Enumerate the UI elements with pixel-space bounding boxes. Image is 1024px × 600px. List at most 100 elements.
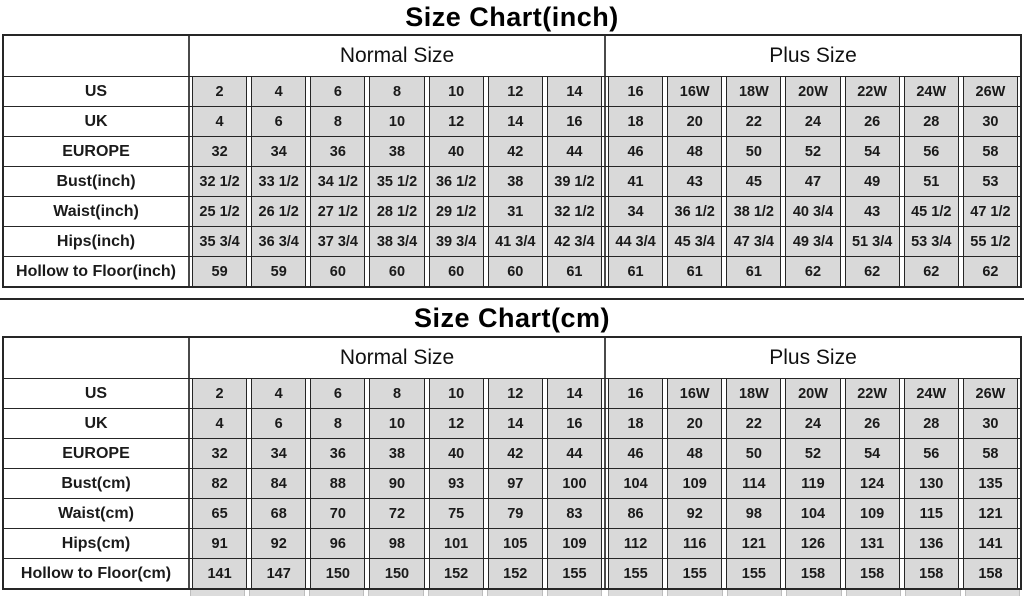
size-value-cell: 51 xyxy=(903,167,959,196)
size-value-cell: 98 xyxy=(726,499,782,528)
section-divider xyxy=(603,167,606,196)
size-value-cell: 92 xyxy=(667,499,723,528)
size-value-cell: 8 xyxy=(369,77,425,106)
table-row: US 2 4 6 8 10 12 14 16 16W 18W 20W 22W 24W 26W xyxy=(4,379,1020,409)
size-value-cell: 29 1/2 xyxy=(428,197,484,226)
size-value-cell: 22 xyxy=(726,107,782,136)
size-value-cell: 4 xyxy=(192,409,248,438)
size-value-cell: 12 xyxy=(428,107,484,136)
table-row: Waist(inch) 25 1/2 26 1/2 27 1/2 28 1/2 29 1/… xyxy=(4,197,1020,227)
size-value-cell: 26 1/2 xyxy=(251,197,307,226)
size-value-cell: 32 1/2 xyxy=(192,167,248,196)
size-value-cell: 35 3/4 xyxy=(192,227,248,256)
size-value-cell: 43 xyxy=(844,197,900,226)
section-divider xyxy=(603,559,606,588)
size-value-cell: 147 xyxy=(251,559,307,588)
cutoff-cell xyxy=(607,590,664,596)
size-value-cell: 60 xyxy=(369,257,425,286)
size-value-cell: 10 xyxy=(428,77,484,106)
size-chart-inch-block: Size Chart(inch) Normal Size Plus Size U… xyxy=(0,0,1024,288)
size-value-cell: 98 xyxy=(369,529,425,558)
size-value-cell: 16 xyxy=(546,409,602,438)
size-value-cell: 91 xyxy=(192,529,248,558)
section-divider xyxy=(603,197,606,226)
size-value-cell: 18 xyxy=(607,409,664,438)
size-value-cell: 6 xyxy=(251,409,307,438)
size-value-cell: 10 xyxy=(369,409,425,438)
row-label: US xyxy=(4,379,188,408)
size-value-cell: 42 xyxy=(487,439,543,468)
size-value-cell: 26 xyxy=(844,409,900,438)
size-value-cell: 62 xyxy=(785,257,841,286)
size-value-cell: 36 3/4 xyxy=(251,227,307,256)
size-value-cell: 97 xyxy=(487,469,543,498)
size-value-cell: 38 1/2 xyxy=(726,197,782,226)
size-value-cell: 158 xyxy=(903,559,959,588)
size-value-cell: 49 3/4 xyxy=(785,227,841,256)
size-value-cell: 36 xyxy=(310,439,366,468)
size-value-cell: 93 xyxy=(428,469,484,498)
size-value-cell: 49 xyxy=(844,167,900,196)
corner-cell xyxy=(4,338,188,378)
table-row: Hollow to Floor(inch) 59 59 60 60 60 60 61 61 61 6… xyxy=(4,257,1020,286)
size-value-cell: 12 xyxy=(487,379,543,408)
section-divider xyxy=(603,529,606,558)
section-divider xyxy=(188,469,190,498)
size-value-cell: 40 xyxy=(428,137,484,166)
section-divider xyxy=(188,107,190,136)
size-value-cell: 10 xyxy=(369,107,425,136)
size-value-cell: 44 3/4 xyxy=(607,227,664,256)
size-value-cell: 121 xyxy=(962,499,1018,528)
size-value-cell: 45 xyxy=(726,167,782,196)
size-value-cell: 70 xyxy=(310,499,366,528)
size-value-cell: 61 xyxy=(546,257,602,286)
cutoff-cell xyxy=(905,590,961,596)
cutoff-cell xyxy=(726,590,783,596)
cutoff-cell xyxy=(249,590,305,596)
size-value-cell: 96 xyxy=(310,529,366,558)
size-value-cell: 10 xyxy=(428,379,484,408)
section-divider xyxy=(188,379,190,408)
table-row: US 2 4 6 8 10 12 14 16 16W 18W 20W 22W 24W 26W xyxy=(4,77,1020,107)
size-value-cell: 92 xyxy=(251,529,307,558)
section-divider xyxy=(188,167,190,196)
size-value-cell: 116 xyxy=(667,529,723,558)
size-value-cell: 20 xyxy=(667,107,723,136)
size-value-cell: 27 1/2 xyxy=(310,197,366,226)
size-value-cell: 53 xyxy=(962,167,1018,196)
section-divider xyxy=(186,590,188,596)
section-divider xyxy=(188,227,190,256)
row-label: Hips(cm) xyxy=(4,529,188,558)
section-divider xyxy=(188,137,190,166)
size-value-cell: 59 xyxy=(251,257,307,286)
size-value-cell: 152 xyxy=(487,559,543,588)
size-value-cell: 109 xyxy=(546,529,602,558)
section-divider xyxy=(188,409,190,438)
size-value-cell: 22W xyxy=(844,77,900,106)
row-label: EUROPE xyxy=(4,137,188,166)
size-value-cell: 36 1/2 xyxy=(667,197,723,226)
size-value-cell: 4 xyxy=(251,77,307,106)
size-table-inch: Normal Size Plus Size US 2 4 6 8 10 12 14 16 16W 1… xyxy=(2,34,1022,288)
size-value-cell: 38 xyxy=(487,167,543,196)
size-value-cell: 150 xyxy=(369,559,425,588)
section-divider xyxy=(603,379,606,408)
section-divider xyxy=(603,499,606,528)
table-row: Hips(inch) 35 3/4 36 3/4 37 3/4 38 3/4 39 3/4… xyxy=(4,227,1020,257)
cutoff-cell xyxy=(845,590,902,596)
size-value-cell: 158 xyxy=(844,559,900,588)
size-value-cell: 32 xyxy=(192,137,248,166)
size-value-cell: 18W xyxy=(726,77,782,106)
section-divider xyxy=(603,469,606,498)
size-value-cell: 61 xyxy=(667,257,723,286)
size-value-cell: 59 xyxy=(192,257,248,286)
table-row: Hips(cm) 91 92 96 98 101 105 109 112 116 121 126 131… xyxy=(4,529,1020,559)
size-value-cell: 126 xyxy=(785,529,841,558)
size-value-cell: 39 1/2 xyxy=(546,167,602,196)
size-table-cm: Normal Size Plus Size US 2 4 6 8 10 12 14 16 16W 1… xyxy=(2,336,1022,590)
chart-title-cm: Size Chart(cm) xyxy=(413,302,611,333)
size-value-cell: 20W xyxy=(785,77,841,106)
table-row: Waist(cm) 65 68 70 72 75 79 83 86 92 98 104 109 115 12… xyxy=(4,499,1020,529)
cutoff-cell xyxy=(786,590,842,596)
size-value-cell: 32 1/2 xyxy=(546,197,602,226)
